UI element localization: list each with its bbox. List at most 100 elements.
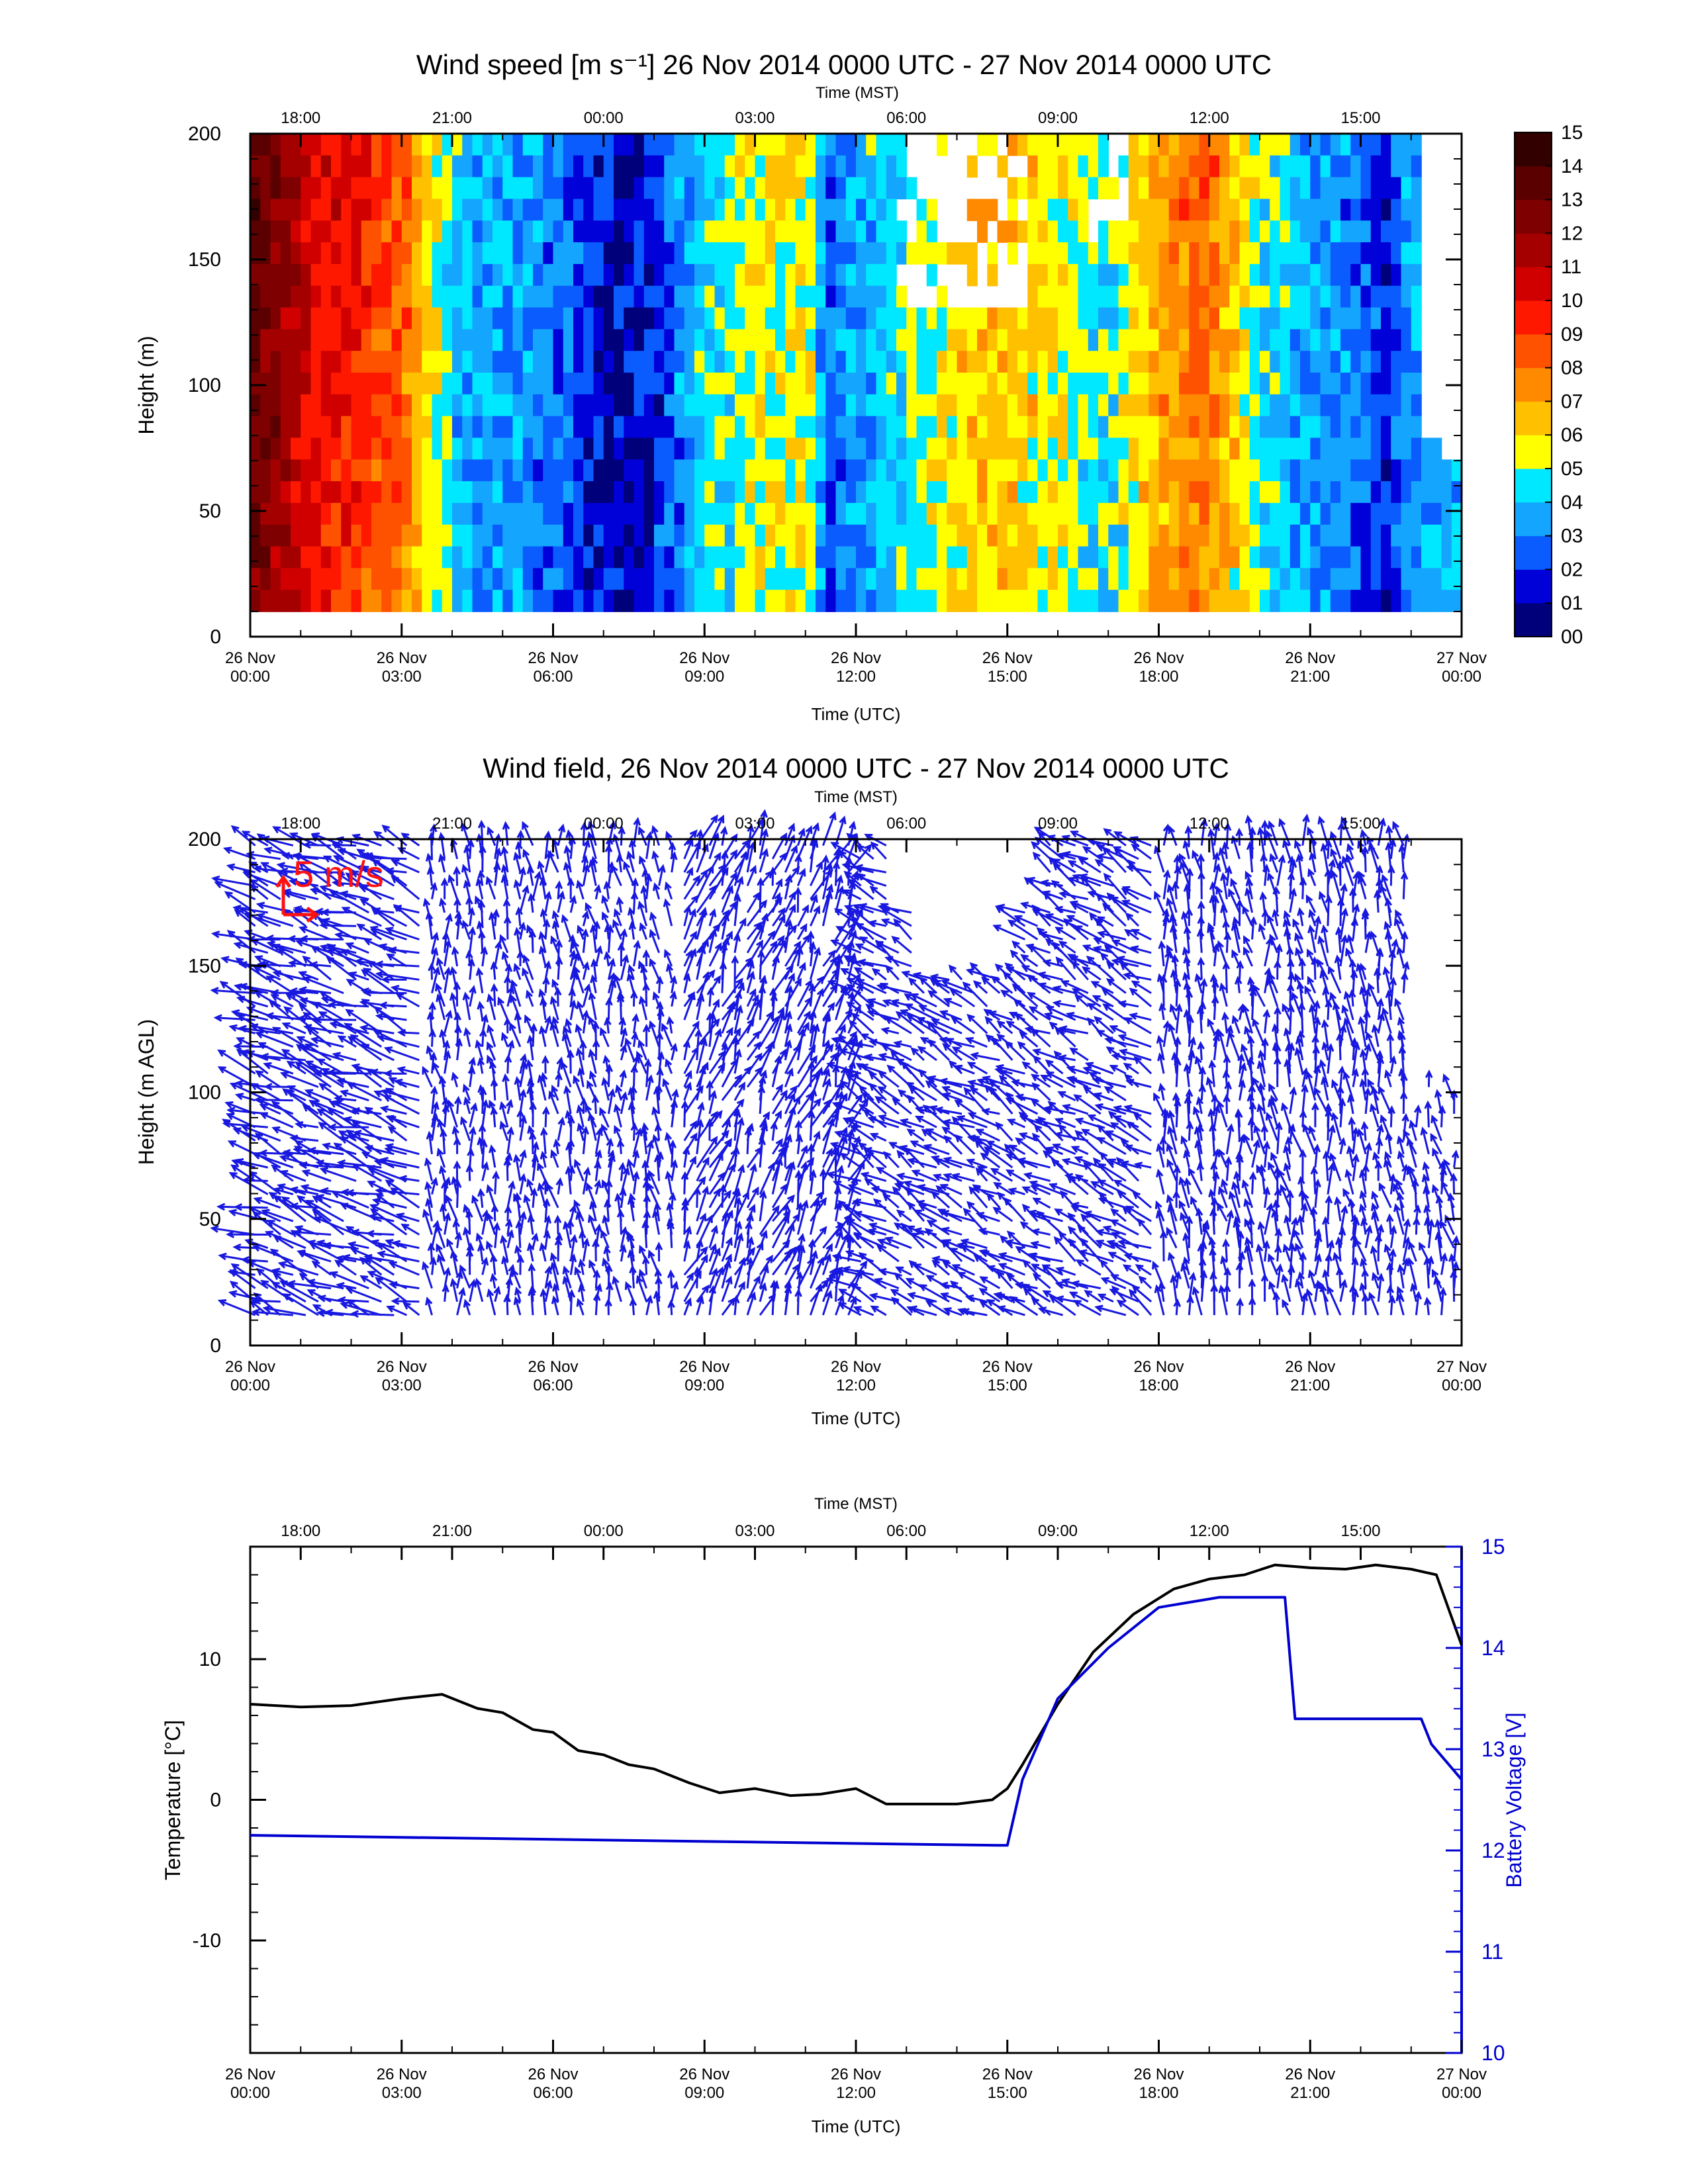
heatmap-cell bbox=[1037, 459, 1049, 482]
wind-vector bbox=[708, 814, 725, 846]
heatmap-cell bbox=[512, 502, 524, 525]
heatmap-cell bbox=[704, 351, 716, 373]
heatmap-cell bbox=[1058, 373, 1069, 395]
wind-vector bbox=[1063, 918, 1089, 940]
heatmap-cell bbox=[341, 459, 352, 482]
wind-vector bbox=[471, 1195, 484, 1222]
wind-vector bbox=[436, 1243, 445, 1262]
wind-vector bbox=[551, 978, 559, 994]
wind-vector bbox=[721, 1026, 733, 1048]
heatmap-cell bbox=[1280, 351, 1291, 373]
heatmap-cell bbox=[745, 481, 756, 504]
heatmap-cell bbox=[745, 394, 756, 417]
wind-vector bbox=[683, 1020, 700, 1048]
heatmap-cell bbox=[573, 502, 585, 525]
heatmap-cell bbox=[755, 502, 766, 525]
heatmap-cell bbox=[624, 351, 635, 373]
wind-vector bbox=[797, 1097, 821, 1128]
wind-vector bbox=[1100, 1277, 1127, 1289]
heatmap-cell bbox=[866, 329, 877, 351]
wind-vector bbox=[796, 962, 806, 980]
heatmap-cell bbox=[835, 568, 847, 590]
wind-vector bbox=[1069, 900, 1102, 914]
heatmap-cell bbox=[1007, 416, 1018, 439]
heatmap-cell bbox=[291, 459, 302, 482]
heatmap-cell bbox=[1320, 373, 1331, 395]
heatmap-cell bbox=[765, 416, 776, 439]
heatmap-cell bbox=[1300, 546, 1311, 569]
heatmap-cell bbox=[391, 373, 402, 395]
heatmap-cell bbox=[320, 590, 332, 612]
heatmap-cell bbox=[442, 285, 453, 308]
wind-vector bbox=[826, 1062, 862, 1075]
heatmap-cell bbox=[937, 568, 948, 590]
heatmap-cell bbox=[633, 524, 645, 547]
heatmap-cell bbox=[1441, 459, 1452, 482]
colorbar-tick-label: 12 bbox=[1561, 222, 1583, 244]
heatmap-cell bbox=[1289, 199, 1301, 222]
wind-vector bbox=[445, 1194, 458, 1222]
heatmap-cell bbox=[1289, 437, 1301, 461]
wind-vector bbox=[614, 1193, 622, 1222]
heatmap-cell bbox=[301, 199, 312, 222]
wind-vector bbox=[893, 1040, 912, 1048]
heatmap-cell bbox=[250, 416, 261, 439]
heatmap-cell bbox=[1027, 199, 1039, 222]
heatmap-cell bbox=[745, 524, 756, 547]
heatmap-cell bbox=[1249, 220, 1260, 243]
heatmap-cell bbox=[805, 481, 816, 504]
wind-vector bbox=[1031, 1228, 1051, 1236]
heatmap-cell bbox=[1007, 307, 1018, 330]
heatmap-cell bbox=[1239, 329, 1250, 351]
heatmap-cell bbox=[896, 394, 908, 417]
heatmap-cell bbox=[735, 351, 746, 373]
wind-vector bbox=[1184, 1177, 1192, 1195]
heatmap-cell bbox=[1441, 546, 1452, 569]
heatmap-cell bbox=[674, 568, 685, 590]
heatmap-cell bbox=[1078, 263, 1089, 287]
heatmap-cell bbox=[391, 416, 402, 439]
wind-vector bbox=[708, 1089, 718, 1115]
wind-vector bbox=[822, 1243, 833, 1262]
heatmap-cell bbox=[1108, 416, 1119, 439]
heatmap-cell bbox=[1168, 351, 1180, 373]
heatmap-cell bbox=[563, 502, 574, 525]
heatmap-cell bbox=[1320, 481, 1331, 504]
wind-vector bbox=[875, 1167, 900, 1182]
wind-vector bbox=[319, 921, 357, 930]
heatmap-cell bbox=[401, 199, 412, 222]
heatmap-cell bbox=[775, 590, 786, 612]
heatmap-cell bbox=[1149, 416, 1160, 439]
wind-vector bbox=[522, 967, 534, 994]
heatmap-cell bbox=[1118, 524, 1129, 547]
wind-vector bbox=[618, 825, 626, 846]
wind-vector bbox=[538, 931, 547, 954]
wind-vector bbox=[623, 860, 635, 886]
heatmap-cell bbox=[1280, 459, 1291, 482]
heatmap-cell bbox=[381, 177, 393, 200]
heatmap-cell bbox=[957, 307, 968, 330]
heatmap-cell bbox=[1381, 437, 1392, 461]
heatmap-cell bbox=[1108, 437, 1119, 461]
heatmap-cell bbox=[301, 437, 312, 461]
heatmap-cell bbox=[1229, 459, 1241, 482]
heatmap-cell bbox=[1300, 199, 1311, 222]
heatmap-cell bbox=[977, 307, 988, 330]
heatmap-cell bbox=[987, 134, 998, 156]
heatmap-cell bbox=[1330, 546, 1341, 569]
wind-vector bbox=[683, 1225, 692, 1249]
heatmap-cell bbox=[614, 220, 625, 243]
wind-vector bbox=[375, 1277, 408, 1302]
heatmap-cell bbox=[1017, 524, 1029, 547]
heatmap-cell bbox=[351, 307, 362, 330]
heatmap-cell bbox=[1179, 134, 1190, 156]
heatmap-cell bbox=[1270, 351, 1281, 373]
heatmap-cell bbox=[876, 459, 887, 482]
wind-vector bbox=[374, 960, 420, 968]
heatmap-cell bbox=[1118, 373, 1129, 395]
heatmap-cell bbox=[351, 199, 362, 222]
heatmap-cell bbox=[371, 568, 383, 590]
heatmap-cell bbox=[603, 373, 614, 395]
heatmap-cell bbox=[825, 416, 837, 439]
heatmap-cell bbox=[522, 134, 534, 156]
